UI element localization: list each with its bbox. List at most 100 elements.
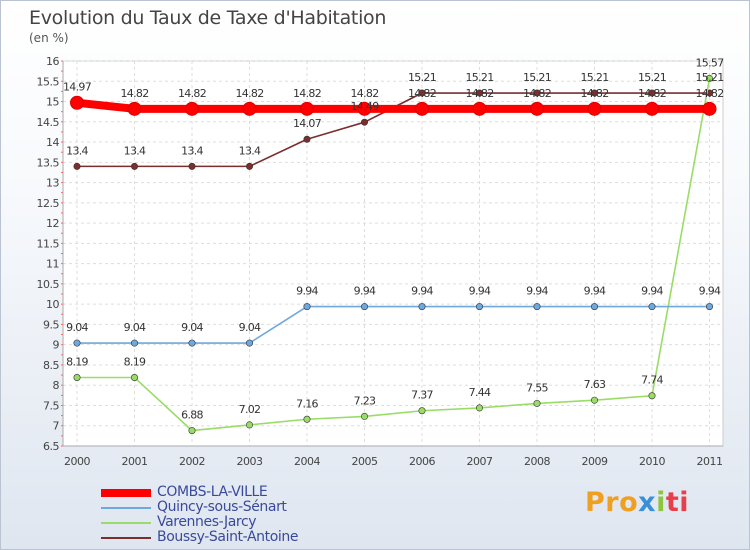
data-label-3: 15.21 [581, 71, 609, 84]
y-tick-label: 10.5 [37, 278, 60, 291]
y-tick-label: 11.5 [37, 237, 60, 250]
data-label-0: 14.97 [63, 81, 92, 94]
data-point-0 [702, 101, 717, 116]
x-tick-label: 2002 [179, 455, 205, 468]
data-point-2 [188, 427, 196, 435]
data-label-2: 7.55 [526, 381, 548, 394]
data-label-1: 9.04 [181, 321, 203, 334]
x-tick-label: 2005 [352, 455, 378, 468]
data-label-0: 14.82 [466, 87, 494, 100]
y-tick-label: 16 [46, 55, 59, 68]
data-point-3 [73, 162, 81, 170]
data-label-1: 9.94 [411, 285, 433, 298]
legend-swatch-boussy [101, 537, 151, 539]
data-label-3: 14.07 [293, 117, 322, 130]
data-label-3: 15.21 [638, 71, 666, 84]
data-point-2 [73, 374, 81, 382]
data-label-0: 14.82 [581, 87, 609, 100]
plot-area [62, 60, 724, 447]
legend-label-combs: COMBS-LA-VILLE [157, 484, 268, 500]
data-point-0 [185, 101, 199, 116]
data-label-3: 13.4 [239, 144, 261, 157]
x-tick-label: 2010 [639, 455, 665, 468]
data-label-1: 9.04 [239, 321, 261, 334]
data-label-1: 9.94 [296, 285, 318, 298]
y-tick-label: 12.5 [37, 197, 60, 210]
data-label-3: 14.49 [351, 100, 380, 113]
chart-subtitle: (en %) [29, 31, 69, 45]
data-label-3: 13.4 [66, 144, 88, 157]
data-label-1: 9.94 [526, 285, 548, 298]
data-label-2: 15.57 [696, 56, 725, 69]
data-point-3 [360, 118, 368, 126]
data-point-2 [475, 404, 483, 412]
data-point-3 [131, 162, 139, 170]
data-label-3: 13.4 [181, 144, 203, 157]
data-label-0: 14.82 [351, 87, 379, 100]
data-label-3: 15.21 [408, 71, 436, 84]
data-point-2 [303, 415, 311, 423]
series-line-0 [73, 98, 714, 113]
data-point-0 [242, 101, 257, 116]
data-point-1 [648, 303, 656, 311]
data-point-0 [587, 101, 602, 116]
data-point-0 [127, 101, 142, 116]
data-point-1 [590, 303, 598, 311]
data-point-0 [70, 95, 84, 110]
x-tick-label: 2009 [582, 455, 608, 468]
data-label-0: 14.82 [696, 87, 724, 100]
data-point-2 [590, 396, 598, 404]
data-point-0 [415, 101, 429, 116]
data-point-2 [648, 392, 656, 400]
data-point-2 [705, 74, 713, 82]
data-point-2 [533, 399, 541, 407]
data-label-2: 7.23 [354, 394, 376, 407]
data-point-0 [472, 101, 487, 116]
y-tick-label: 13.5 [37, 156, 60, 169]
data-point-2 [246, 421, 254, 429]
x-tick-label: 2011 [697, 455, 723, 468]
data-point-3 [418, 89, 426, 97]
y-tick-label: 8 [53, 379, 60, 392]
legend-swatch-quincy [101, 507, 151, 509]
data-point-1 [418, 303, 426, 311]
data-point-2 [131, 374, 139, 382]
series-line-2 [76, 77, 711, 432]
y-tick-label: 14 [46, 136, 59, 149]
x-tick-label: 2000 [64, 455, 90, 468]
data-point-1 [246, 339, 254, 347]
x-tick-label: 2003 [237, 455, 263, 468]
data-point-1 [360, 303, 368, 311]
data-label-2: 7.16 [296, 397, 318, 410]
data-label-2: 7.44 [469, 386, 491, 399]
y-tick-label: 15.5 [37, 75, 60, 88]
data-label-1: 9.04 [124, 321, 146, 334]
y-tick-label: 6.5 [43, 440, 59, 453]
legend-label-varennes: Varennes-Jarcy [157, 514, 257, 530]
legend-label-boussy: Boussy-Saint-Antoine [157, 529, 299, 545]
x-tick-label: 2008 [524, 455, 550, 468]
data-point-3 [188, 162, 196, 170]
logo-part-2: x [638, 487, 657, 518]
data-label-2: 7.63 [584, 378, 606, 391]
legend-label-quincy: Quincy-sous-Sénart [157, 499, 287, 515]
data-point-3 [533, 89, 541, 97]
data-label-3: 15.21 [523, 71, 551, 84]
y-tick-label: 9 [53, 339, 60, 352]
data-label-1: 9.94 [354, 285, 376, 298]
data-label-2: 8.19 [124, 356, 146, 369]
data-point-0 [530, 101, 544, 116]
y-tick-label: 7 [53, 420, 60, 433]
y-tick-label: 13 [46, 177, 59, 190]
data-point-1 [533, 303, 541, 311]
data-label-1: 9.94 [641, 285, 663, 298]
y-tick-label: 12 [46, 217, 59, 230]
y-tick-label: 14.5 [37, 116, 60, 129]
data-point-0 [645, 101, 659, 116]
data-point-3 [475, 89, 483, 97]
data-point-1 [131, 339, 139, 347]
logo-part-4: ti [665, 487, 690, 518]
data-label-1: 9.94 [584, 285, 606, 298]
y-tick-label: 7.5 [43, 399, 59, 412]
